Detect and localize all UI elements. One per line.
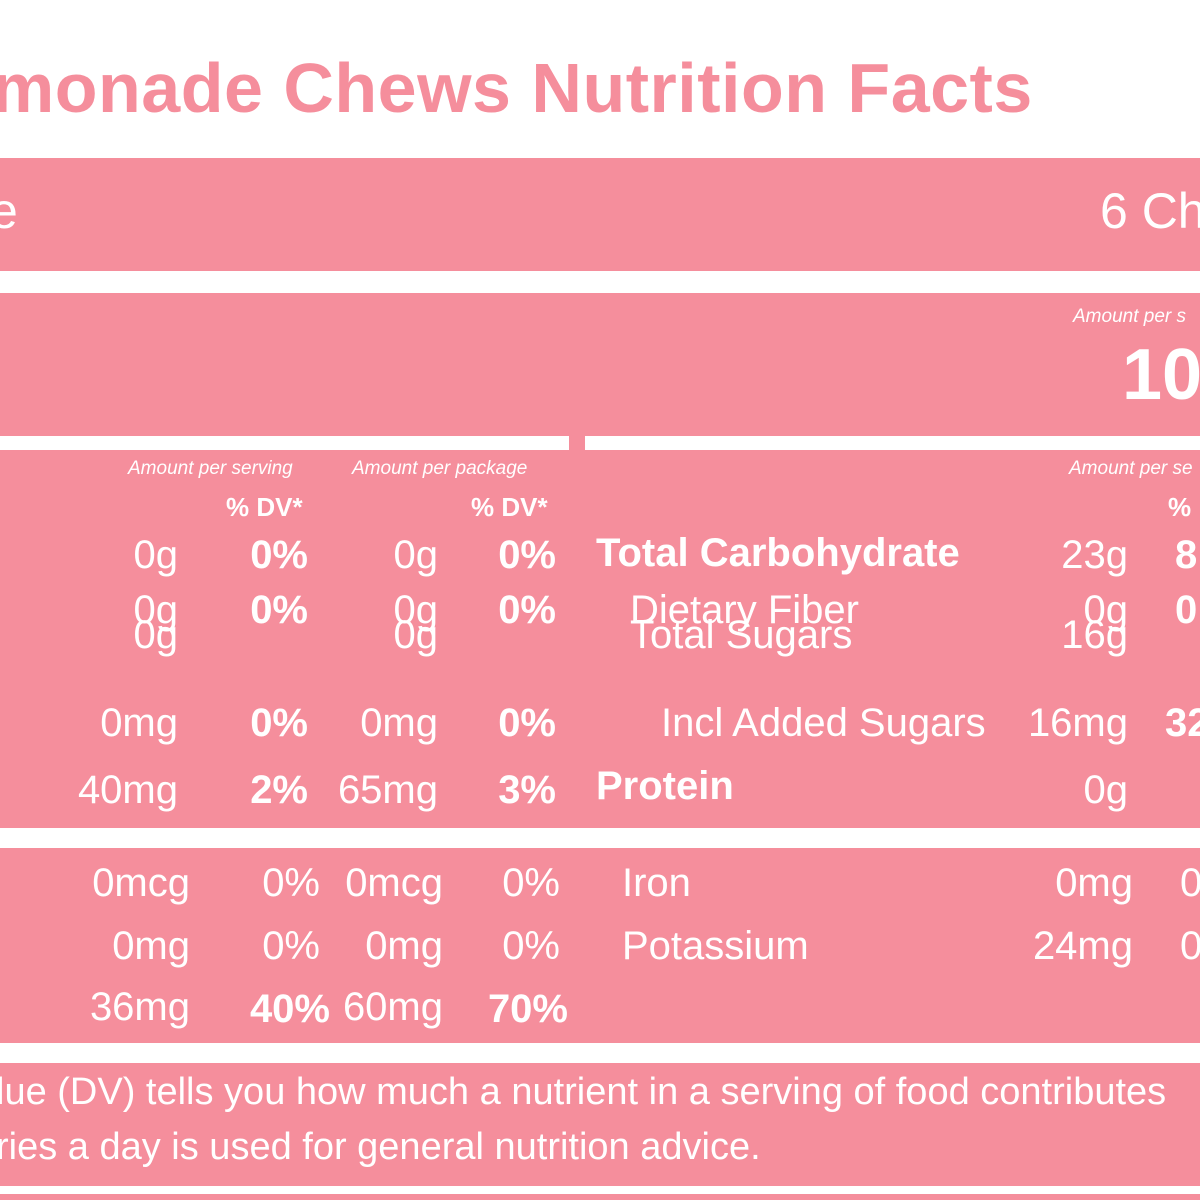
nutrient-name: Protein — [596, 764, 734, 808]
serving-amount: 0mg — [112, 924, 190, 968]
separator-4 — [0, 1043, 1200, 1063]
serving-amount: 0mg — [100, 701, 178, 745]
package-amount: 0g — [393, 588, 439, 632]
nutrient-amount: 16mg — [1027, 701, 1128, 745]
serving-amount: 0g — [133, 533, 179, 577]
serving-dv: 40% — [249, 987, 330, 1031]
nutrient-amount: 16g — [1061, 613, 1128, 657]
package-dv: 0% — [498, 701, 556, 745]
right-per-serving-header: Amount per se — [1069, 458, 1193, 479]
package-amount: 60mg — [342, 985, 443, 1029]
calories-amount-label: Amount per s — [1073, 306, 1186, 327]
package-amount: 0mcg — [345, 861, 443, 905]
serving-dv: 0% — [250, 588, 308, 632]
mineral-dv: 0 — [1180, 861, 1200, 905]
package-amount: 0mg — [360, 701, 438, 745]
separator-1 — [0, 271, 1200, 293]
nutrient-dv: 32 — [1165, 701, 1200, 745]
serving-amount: 0g — [133, 613, 179, 657]
nutrient-name: Incl Added Sugars — [661, 701, 986, 745]
nutrient-amount: 23g — [1061, 533, 1128, 577]
nutrient-name: Total Sugars — [630, 613, 853, 657]
nutrient-amount: 0g — [1083, 588, 1129, 632]
separator-2b — [585, 436, 1200, 450]
package-dv: 70% — [487, 987, 568, 1031]
serving-dv: 0% — [262, 861, 320, 905]
calories-value: 10 — [1122, 335, 1200, 415]
nutrient-dv: 8 — [1175, 533, 1198, 577]
mineral-name: Iron — [622, 861, 691, 905]
mineral-amount: 0mg — [1055, 861, 1133, 905]
serving-dv-header: % DV* — [226, 492, 303, 522]
serving-dv: 0% — [262, 924, 320, 968]
right-dv-header: % — [1168, 492, 1192, 522]
package-amount: 0g — [393, 533, 439, 577]
nutrient-amount: 0g — [1083, 768, 1129, 812]
package-dv: 0% — [502, 861, 560, 905]
serving-amount: 0g — [133, 588, 179, 632]
serving-dv: 0% — [250, 701, 308, 745]
serving-amount: 36mg — [89, 985, 190, 1029]
package-dv: 0% — [498, 533, 556, 577]
separator-3 — [0, 828, 1200, 848]
serving-dv: 2% — [250, 768, 308, 812]
nutrient-name: Dietary Fiber — [630, 588, 859, 632]
serving-amount: 40mg — [77, 768, 178, 812]
top-border — [0, 0, 1200, 14]
nutrient-dv: 0 — [1175, 588, 1198, 632]
title-band — [0, 14, 1200, 158]
separator-2 — [0, 436, 569, 450]
footnote-line-1: lue (DV) tells you how much a nutrient i… — [0, 1071, 1167, 1113]
package-dv: 0% — [498, 588, 556, 632]
page-title: monade Chews Nutrition Facts — [0, 49, 1033, 127]
per-serving-header: Amount per serving — [128, 458, 293, 479]
mineral-amount: 24mg — [1032, 924, 1133, 968]
package-amount: 0g — [393, 613, 439, 657]
serving-dv: 0% — [250, 533, 308, 577]
package-dv: 3% — [498, 768, 556, 812]
per-package-header: Amount per package — [352, 458, 528, 479]
serving-size-value: 6 Ch — [1100, 183, 1200, 239]
separator-5 — [0, 1186, 1200, 1194]
package-amount: 0mg — [365, 924, 443, 968]
package-dv-header: % DV* — [471, 492, 548, 522]
serving-amount: 0mcg — [92, 861, 190, 905]
footnote-line-2: ries a day is used for general nutrition… — [0, 1126, 761, 1168]
nutrient-name: Total Carbohydrate — [596, 531, 960, 575]
package-dv: 0% — [502, 924, 560, 968]
serving-size-label: e — [0, 183, 18, 239]
mineral-dv: 0 — [1180, 924, 1200, 968]
package-amount: 65mg — [337, 768, 438, 812]
mineral-name: Potassium — [622, 924, 809, 968]
